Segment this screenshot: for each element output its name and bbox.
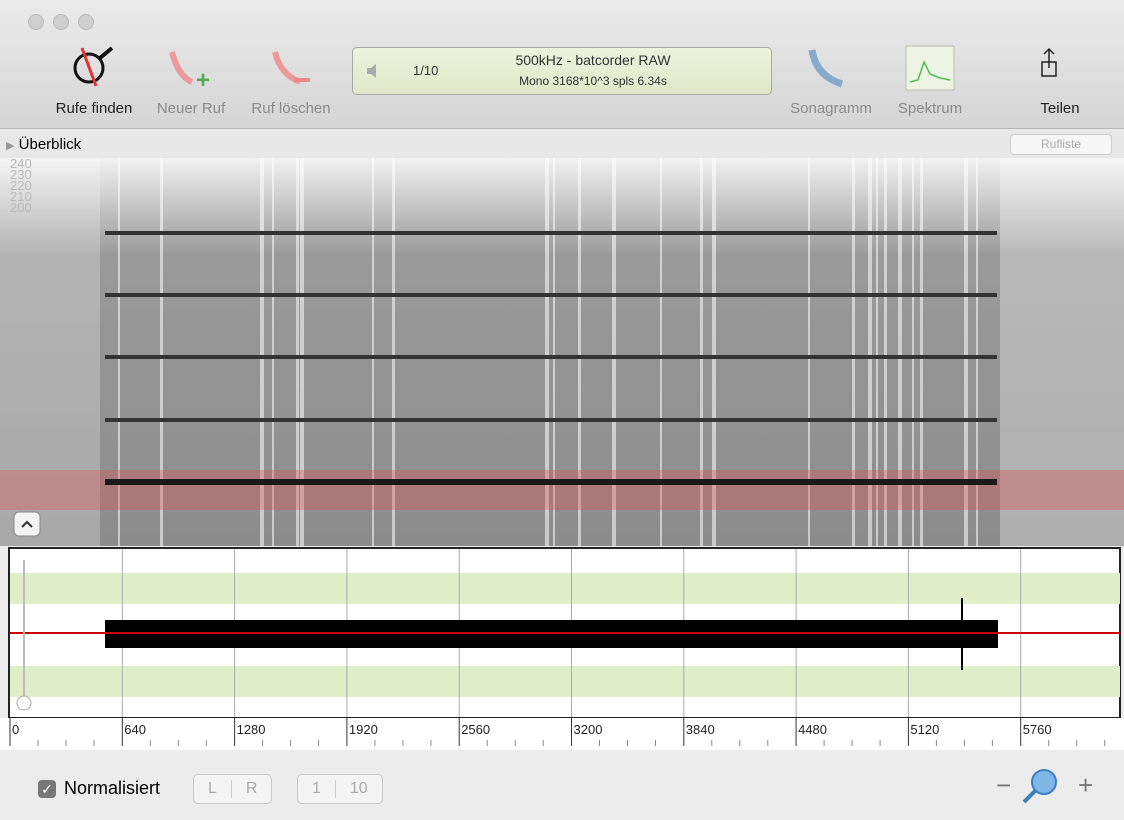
time-label: 1920 xyxy=(349,722,378,737)
file-counter: 1/10 xyxy=(413,63,438,78)
svg-text:+: + xyxy=(196,67,210,94)
time-label: 0 xyxy=(12,722,19,737)
new-call-button[interactable]: Neuer Ruf xyxy=(136,100,246,117)
time-label: 640 xyxy=(124,722,146,737)
zoom-out-button[interactable]: − xyxy=(996,770,1011,801)
time-label: 1280 xyxy=(237,722,266,737)
sonagram-button[interactable]: Sonagramm xyxy=(776,100,886,117)
find-calls-button[interactable]: Rufe finden xyxy=(39,100,149,117)
zoom-icon[interactable] xyxy=(1020,766,1060,806)
time-label: 3200 xyxy=(574,722,603,737)
delete-call-button[interactable]: Ruf löschen xyxy=(236,100,346,117)
zoom-button[interactable] xyxy=(78,14,94,30)
normalize-label: Normalisiert xyxy=(64,778,160,799)
frequency-label: 200 xyxy=(10,200,32,215)
toolbar: + Rufe finden Neuer Ruf Ruf löschen Sona… xyxy=(0,0,1124,129)
status-display: 1/10 500kHz - batcorder RAW Mono 3168*10… xyxy=(352,47,772,95)
time-label: 4480 xyxy=(798,722,827,737)
channel-right[interactable]: R xyxy=(231,780,272,798)
spectrum-button[interactable]: Spektrum xyxy=(875,100,985,117)
file-info: Mono 3168*10^3 spls 6.34s xyxy=(463,74,723,88)
normalize-checkbox[interactable]: ✓Normalisiert xyxy=(38,778,160,799)
scroll-up-button[interactable] xyxy=(14,512,40,536)
time-label: 5120 xyxy=(910,722,939,737)
overview-toggle[interactable]: ▶ Überblick xyxy=(6,136,81,153)
overview-label: Überblick xyxy=(19,136,82,153)
zoom-step-1[interactable]: 1 xyxy=(298,780,335,798)
overview-bar: ▶ Überblick Rufliste xyxy=(0,131,1124,159)
channel-left[interactable]: L xyxy=(194,780,231,798)
call-list-button[interactable]: Rufliste xyxy=(1010,134,1112,155)
minimize-button[interactable] xyxy=(53,14,69,30)
share-button[interactable]: Teilen xyxy=(1005,100,1115,117)
file-title: 500kHz - batcorder RAW xyxy=(463,52,723,68)
volume-icon[interactable] xyxy=(365,62,383,80)
app-window: + Rufe finden Neuer Ruf Ruf löschen Sona… xyxy=(0,0,1124,820)
time-label: 2560 xyxy=(461,722,490,737)
time-label: 5760 xyxy=(1023,722,1052,737)
close-button[interactable] xyxy=(28,14,44,30)
zoom-step-10[interactable]: 10 xyxy=(335,780,382,798)
waveform: 0 640 1280 1920 2560 3200 3840 4480 5120 5760 xyxy=(0,546,1124,750)
time-label: 3840 xyxy=(686,722,715,737)
zoom-in-button[interactable]: + xyxy=(1078,770,1093,801)
